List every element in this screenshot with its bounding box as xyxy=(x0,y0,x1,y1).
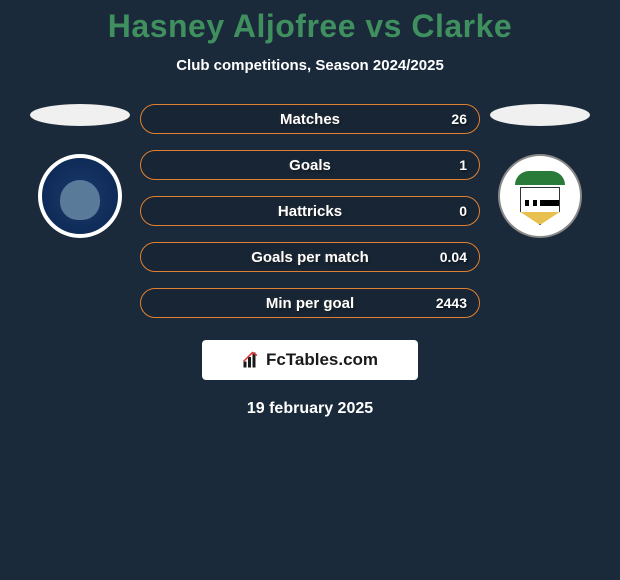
stat-label: Matches xyxy=(280,111,340,128)
stat-label: Goals xyxy=(289,157,331,174)
stat-value-right: 2443 xyxy=(436,295,467,311)
stat-label: Goals per match xyxy=(251,249,369,266)
stat-value-right: 1 xyxy=(459,157,467,173)
stat-label: Min per goal xyxy=(266,295,354,312)
subtitle: Club competitions, Season 2024/2025 xyxy=(0,57,620,74)
stat-row-matches: Matches 26 xyxy=(140,104,480,134)
right-player-column xyxy=(490,104,590,238)
stats-column: Matches 26 Goals 1 Hattricks 0 Goals per… xyxy=(140,104,480,318)
logo-text: FcTables.com xyxy=(266,350,378,370)
stat-row-goals-per-match: Goals per match 0.04 xyxy=(140,242,480,272)
bar-chart-icon xyxy=(242,351,260,369)
page-title: Hasney Aljofree vs Clarke xyxy=(0,8,620,45)
stat-row-goals: Goals 1 xyxy=(140,150,480,180)
stat-row-min-per-goal: Min per goal 2443 xyxy=(140,288,480,318)
stat-value-right: 26 xyxy=(451,111,467,127)
badge-decoration xyxy=(515,171,565,185)
player-avatar-right xyxy=(490,104,590,126)
source-logo: FcTables.com xyxy=(202,340,418,380)
player-avatar-left xyxy=(30,104,130,126)
club-badge-left xyxy=(38,154,122,238)
club-badge-right xyxy=(498,154,582,238)
stat-value-right: 0.04 xyxy=(440,249,467,265)
comparison-card: Hasney Aljofree vs Clarke Club competiti… xyxy=(0,0,620,418)
left-player-column xyxy=(30,104,130,238)
stat-label: Hattricks xyxy=(278,203,342,220)
stat-value-right: 0 xyxy=(459,203,467,219)
badge-shield xyxy=(520,187,560,225)
stat-row-hattricks: Hattricks 0 xyxy=(140,196,480,226)
date-line: 19 february 2025 xyxy=(0,400,620,418)
main-row: Matches 26 Goals 1 Hattricks 0 Goals per… xyxy=(0,104,620,318)
